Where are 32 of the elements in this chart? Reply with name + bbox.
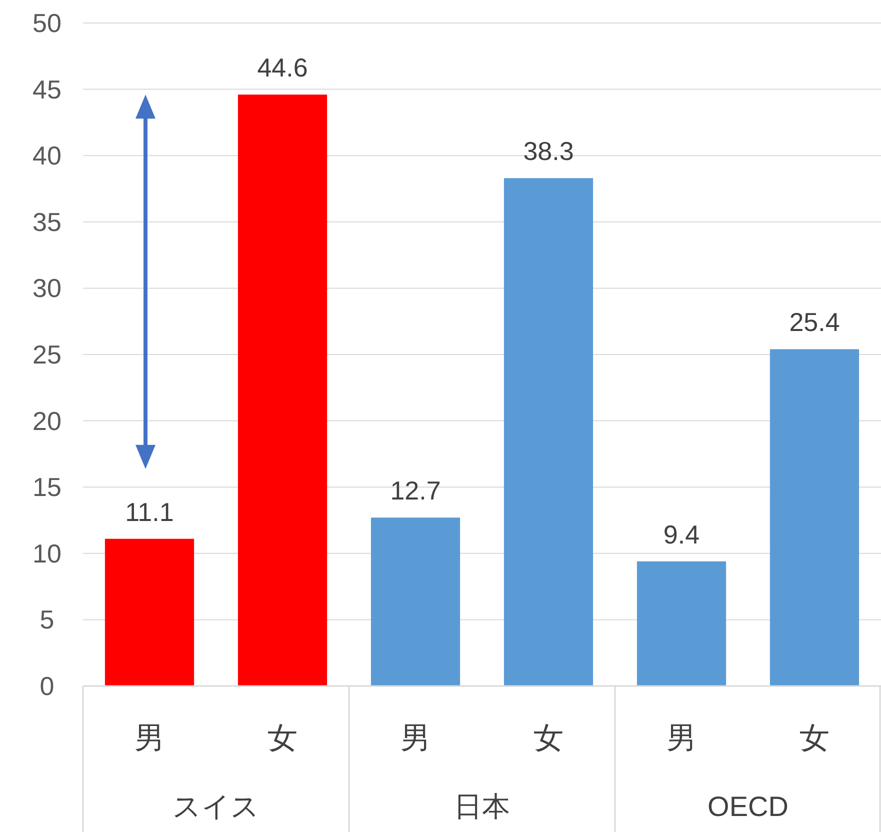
x-tick-label: 女	[268, 722, 298, 755]
text: 日本	[454, 791, 510, 822]
x-tick-label: 女	[800, 722, 830, 755]
y-tick-label: 30	[32, 273, 62, 304]
y-tick-label: 20	[32, 406, 62, 436]
text: OECD	[708, 791, 788, 822]
data-label: 25.4	[789, 307, 840, 338]
bar	[770, 349, 860, 686]
x-tick-label: 男	[134, 722, 164, 755]
bar	[238, 94, 328, 686]
y-tick-label: 15	[32, 472, 62, 502]
bar	[370, 518, 460, 686]
bar	[504, 178, 594, 686]
y-tick-label: 0	[40, 671, 54, 701]
data-label: 12.7	[390, 476, 441, 506]
y-tick-label: 45	[32, 74, 62, 104]
y-tick-label: 50	[32, 8, 62, 38]
y-tick-label: 25	[32, 340, 62, 370]
data-label: 44.6	[257, 52, 308, 83]
y-tick-label: 35	[32, 206, 62, 237]
x-tick-label: 女	[534, 722, 564, 755]
y-tick-label: 5	[40, 604, 54, 635]
y-tick-label: 10	[32, 538, 62, 568]
text: スイス	[172, 791, 260, 822]
data-label: 11.1	[125, 496, 174, 527]
y-tick-label: 40	[32, 140, 62, 171]
bar	[636, 561, 726, 686]
x-tick-label: 男	[400, 722, 430, 755]
x-tick-label: 男	[666, 722, 696, 755]
bar	[104, 538, 194, 686]
data-label: 38.3	[523, 136, 574, 166]
data-label: 9.4	[663, 519, 700, 550]
